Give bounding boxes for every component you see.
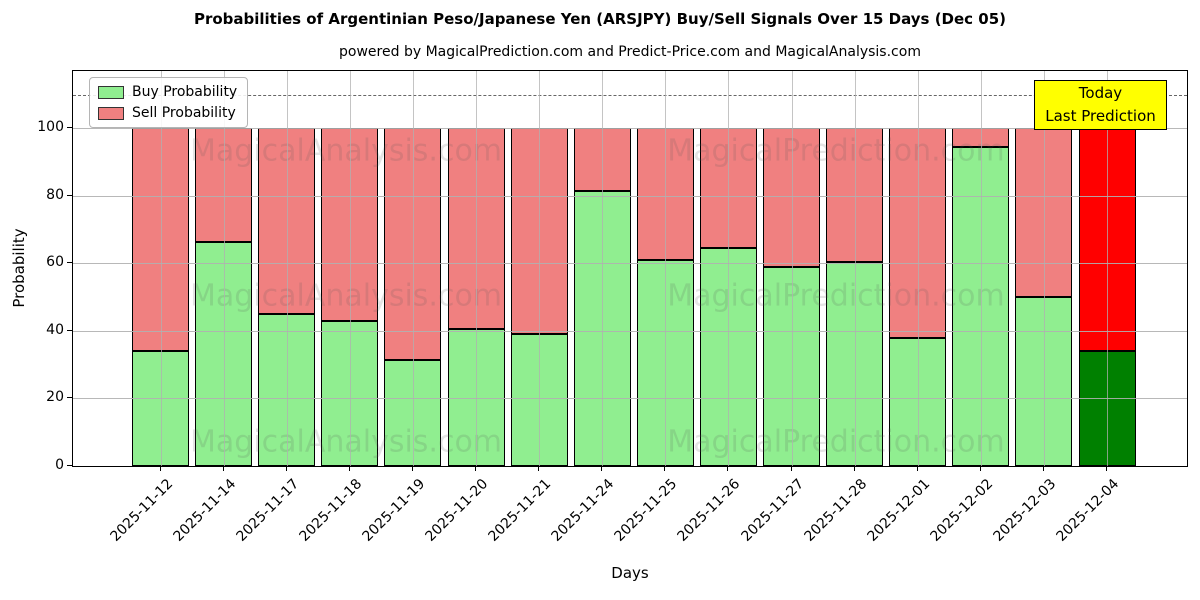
y-gridline	[73, 195, 1187, 197]
legend-label-sell: Sell Probability	[132, 105, 236, 121]
x-tick-label: 2025-11-20	[422, 476, 492, 545]
x-tick-mark	[222, 466, 224, 471]
x-tick-mark	[979, 466, 981, 471]
chart-subtitle: powered by MagicalPrediction.com and Pre…	[339, 44, 921, 60]
y-tick-label: 40	[46, 321, 64, 338]
today-annotation-line2: Last Prediction	[1045, 107, 1156, 125]
x-tick-label: 2025-11-28	[801, 476, 870, 545]
y-gridline	[73, 330, 1187, 332]
x-tick-label: 2025-12-04	[1053, 476, 1123, 545]
x-tick-mark	[411, 466, 413, 471]
x-tick-mark	[159, 466, 161, 471]
x-gridline	[286, 71, 288, 466]
x-gridline	[665, 71, 667, 466]
y-tick-label: 20	[46, 389, 64, 406]
x-tick-mark	[538, 466, 540, 471]
x-gridline	[917, 71, 919, 466]
x-tick-label: 2025-11-19	[359, 476, 429, 545]
plot-area: Buy Probability Sell Probability Today L…	[72, 70, 1188, 467]
x-tick-mark	[601, 466, 603, 471]
x-tick-label: 2025-12-01	[864, 476, 934, 545]
x-axis-label: Days	[611, 564, 649, 582]
x-tick-mark	[285, 466, 287, 471]
chart-title: Probabilities of Argentinian Peso/Japane…	[193, 10, 1007, 28]
x-tick-label: 2025-11-25	[611, 476, 681, 545]
watermark-left: MagicalAnalysis.com	[189, 424, 503, 460]
x-tick-label: 2025-11-21	[485, 476, 555, 545]
x-tick-mark	[664, 466, 666, 471]
x-tick-label: 2025-11-27	[737, 476, 807, 545]
x-tick-label: 2025-11-18	[296, 476, 366, 545]
y-tick-mark	[67, 329, 72, 331]
x-gridline	[160, 71, 162, 466]
x-gridline	[980, 71, 982, 466]
sell-color-swatch	[98, 106, 124, 120]
x-gridline	[854, 71, 856, 466]
legend-label-buy: Buy Probability	[132, 84, 238, 100]
buy-color-swatch	[98, 85, 124, 99]
x-tick-mark	[916, 466, 918, 471]
today-annotation-box: Today Last Prediction	[1034, 80, 1167, 130]
x-tick-label: 2025-11-26	[674, 476, 744, 545]
watermark-right: MagicalPrediction.com	[667, 424, 1005, 460]
legend: Buy Probability Sell Probability	[89, 77, 249, 128]
x-gridline	[476, 71, 477, 466]
x-gridline	[1043, 71, 1045, 466]
x-tick-mark	[475, 466, 476, 471]
x-gridline	[1107, 71, 1108, 466]
y-tick-mark	[67, 262, 72, 264]
watermark-right: MagicalPrediction.com	[667, 133, 1005, 169]
x-tick-label: 2025-11-24	[548, 476, 618, 545]
x-gridline	[412, 71, 414, 466]
x-tick-label: 2025-12-02	[927, 476, 997, 545]
x-tick-mark	[348, 466, 350, 471]
x-tick-mark	[727, 466, 729, 471]
y-tick-mark	[67, 465, 72, 466]
x-gridline	[539, 71, 541, 466]
today-annotation-line1: Today	[1078, 84, 1123, 102]
y-tick-mark	[67, 397, 72, 399]
x-gridline	[602, 71, 604, 466]
y-tick-label: 80	[46, 186, 64, 203]
watermark-left: MagicalAnalysis.com	[189, 133, 503, 169]
x-gridline	[728, 71, 730, 466]
watermark-right: MagicalPrediction.com	[667, 278, 1005, 314]
x-tick-mark	[853, 466, 855, 471]
x-gridline	[791, 71, 793, 466]
y-tick-label: 100	[37, 119, 64, 136]
legend-item-sell: Sell Probability	[98, 105, 237, 121]
y-tick-mark	[67, 194, 72, 196]
x-tick-label: 2025-11-17	[233, 476, 303, 545]
threshold-dashed-line	[73, 94, 1187, 96]
x-gridline	[223, 71, 225, 466]
x-tick-label: 2025-11-12	[106, 476, 176, 545]
y-gridline	[73, 263, 1187, 265]
x-gridline	[349, 71, 351, 466]
y-gridline	[73, 128, 1187, 130]
watermark-left: MagicalAnalysis.com	[189, 278, 503, 314]
y-tick-label: 0	[55, 457, 64, 473]
y-tick-mark	[67, 127, 72, 129]
x-tick-label: 2025-11-14	[170, 476, 239, 545]
x-tick-mark	[1106, 466, 1107, 471]
x-tick-mark	[790, 466, 792, 471]
x-tick-mark	[1042, 466, 1044, 471]
y-tick-label: 60	[46, 254, 64, 271]
x-tick-label: 2025-12-03	[990, 476, 1060, 545]
legend-item-buy: Buy Probability	[98, 84, 237, 100]
y-gridline	[73, 398, 1187, 400]
